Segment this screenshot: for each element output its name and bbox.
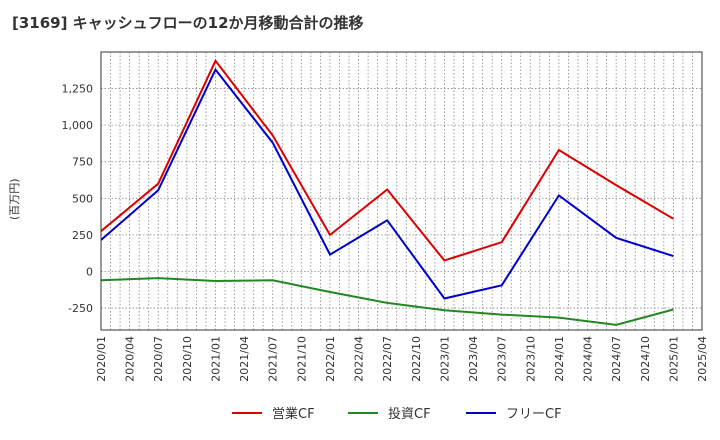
x-tick-label: 2020/07 [152,336,165,382]
x-tick-label: 2024/07 [610,336,623,382]
x-tick-label: 2023/10 [524,336,537,382]
series-line [100,58,674,262]
legend-label: 投資CF [388,406,431,422]
x-tick-label: 2021/10 [295,336,308,382]
y-tick-label: 1,000 [62,119,94,132]
legend-label: フリーCF [506,407,562,422]
y-ticks: -250 0 250 500 750 1,000 1,250 [62,83,94,315]
x-tick-label: 2022/01 [324,336,337,382]
x-tick-label: 2021/07 [267,336,280,382]
y-tick-label: 1,250 [62,83,94,96]
grid-lines [100,52,703,330]
x-tick-label: 2020/10 [181,336,194,382]
series-line [100,67,674,300]
y-tick-label: 250 [72,229,93,242]
x-tick-label: 2023/04 [467,336,480,382]
x-tick-label: 2024/04 [582,336,595,382]
x-ticks: 2020/01 2020/04 2020/07 2020/10 2021/01 2021/… [95,336,709,382]
series-line [100,277,674,326]
chart-title: [3169] キャッシュフローの12か月移動合計の推移 [12,14,364,32]
x-tick-label: 2024/01 [553,336,566,382]
legend-label: 営業CF [272,406,315,422]
x-tick-label: 2021/01 [209,336,222,382]
x-tick-label: 2022/04 [353,336,366,382]
x-tick-label: 2020/01 [95,336,108,382]
y-tick-label: -250 [68,302,93,315]
y-tick-label: 500 [72,192,93,205]
x-tick-label: 2025/04 [696,336,709,382]
x-tick-label: 2022/07 [381,336,394,382]
plot-frame [100,51,703,331]
x-tick-label: 2023/07 [496,336,509,382]
x-tick-label: 2024/10 [639,336,652,382]
x-tick-label: 2025/01 [667,336,680,382]
legend: 営業CF 投資CF フリーCF [232,406,562,422]
y-tick-label: 750 [72,156,93,169]
x-tick-label: 2022/10 [410,336,423,382]
x-tick-label: 2023/01 [438,336,451,382]
series-lines [100,58,674,326]
y-tick-label: 0 [86,265,93,278]
x-tick-label: 2020/04 [124,336,137,382]
x-tick-label: 2021/04 [238,336,251,382]
